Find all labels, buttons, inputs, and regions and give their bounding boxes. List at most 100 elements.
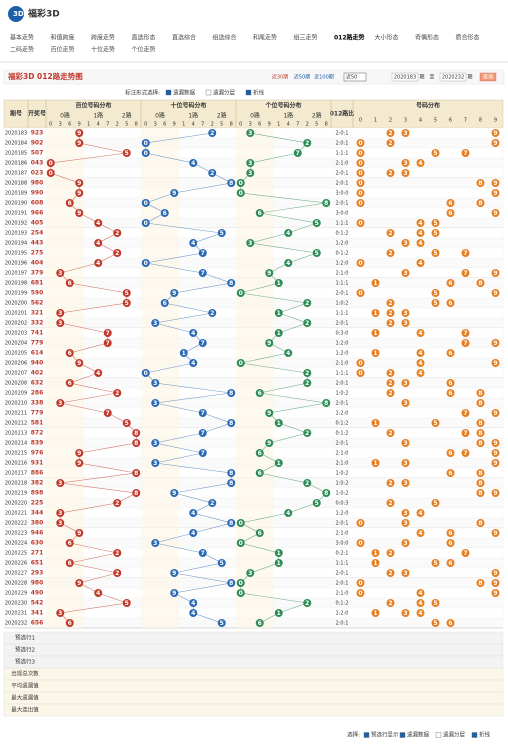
checkbox[interactable] <box>399 732 406 738</box>
ball <box>189 239 198 247</box>
digit-header: 1 <box>277 122 280 128</box>
nav-link[interactable]: 组选综合 <box>213 34 237 42</box>
number: 839 <box>31 440 44 447</box>
nav-link[interactable]: 和尾走势 <box>253 34 277 42</box>
route-cell <box>245 178 255 188</box>
query-label[interactable]: 查询 <box>483 74 493 81</box>
nav-link[interactable]: 个位走势 <box>132 46 156 54</box>
route-cell <box>160 238 170 248</box>
route-cell <box>55 278 65 288</box>
ball <box>132 439 141 447</box>
nav-link[interactable]: 十位走势 <box>91 46 115 54</box>
dist-ball <box>476 179 485 187</box>
ball <box>141 199 150 207</box>
ball <box>227 179 236 187</box>
ratio: 2:1:0 <box>336 461 349 467</box>
digit-header: 3 <box>154 122 157 128</box>
ball-digit: 2 <box>210 170 214 177</box>
dist-ball <box>431 559 440 567</box>
to-value[interactable]: 2020232 <box>442 75 464 81</box>
period: 2020219 <box>5 491 27 497</box>
dist-ball-digit: 7 <box>463 410 467 417</box>
checkbox[interactable] <box>165 89 172 96</box>
ball <box>208 129 217 137</box>
period: 2020198 <box>5 281 27 287</box>
dist-ball-digit: 8 <box>478 480 482 487</box>
stats-row <box>3 667 504 681</box>
route-cell <box>74 258 84 268</box>
route-cell <box>55 558 65 568</box>
route-cell <box>169 348 179 358</box>
option-label[interactable]: 遗漏数据 <box>173 89 196 97</box>
dist-ball-digit: 3 <box>403 320 407 327</box>
dist-ball-digit: 6 <box>448 380 452 387</box>
checkbox[interactable] <box>245 89 252 96</box>
route-cell <box>255 368 265 378</box>
ball-digit: 6 <box>68 200 72 207</box>
nav-link[interactable]: 质合形态 <box>456 34 480 42</box>
nav-link[interactable]: 百位走势 <box>51 46 75 54</box>
nav-link[interactable]: 大小形态 <box>375 34 399 42</box>
route-cell <box>74 378 84 388</box>
route-cell <box>74 518 84 528</box>
route-cell <box>65 588 75 598</box>
checkbox[interactable] <box>435 732 442 738</box>
ratio: 3:0:0 <box>336 211 349 217</box>
checkbox[interactable] <box>363 732 370 738</box>
nav-link[interactable]: 组三走势 <box>294 34 318 42</box>
route-cell <box>255 278 265 288</box>
option-label[interactable]: 折线 <box>253 89 265 97</box>
nav-link[interactable]: 奇偶形态 <box>415 34 439 42</box>
ball <box>132 429 141 437</box>
route-cell <box>65 148 75 158</box>
dist-ball-digit: 3 <box>403 570 407 577</box>
range-link[interactable]: 近50期 <box>294 74 310 81</box>
dist-ball-digit: 2 <box>388 380 392 387</box>
route-cell <box>245 488 255 498</box>
route-cell <box>264 358 274 368</box>
ball <box>236 359 245 367</box>
footer-option[interactable]: 预选行显示 <box>371 731 399 739</box>
checkbox[interactable] <box>471 732 478 738</box>
route-cell <box>264 158 274 168</box>
route-cell <box>150 168 160 178</box>
route-cell <box>245 148 255 158</box>
route-cell <box>46 378 56 388</box>
footer-option[interactable]: 遗漏数据 <box>407 731 430 739</box>
ball <box>322 399 331 407</box>
ball <box>322 489 331 497</box>
nav-link[interactable]: 直选形态 <box>132 34 156 42</box>
dist-ball <box>356 579 365 587</box>
period: 2020220 <box>5 501 27 507</box>
route-cell <box>74 158 84 168</box>
nav-link[interactable]: 012路走势 <box>334 34 365 42</box>
nav-link[interactable]: 直选综合 <box>172 34 196 42</box>
nav-link[interactable]: 和值跨度 <box>51 34 75 42</box>
nav-link[interactable]: 二码走势 <box>10 46 34 54</box>
range-select[interactable]: 近50 <box>346 74 357 81</box>
route-cell <box>264 298 274 308</box>
ratio: 0:1:2 <box>336 421 349 427</box>
ratio: 2:0:1 <box>336 381 349 387</box>
range-link[interactable]: 近30期 <box>272 74 288 81</box>
dist-ball <box>446 559 455 567</box>
ball <box>151 439 160 447</box>
nav-link[interactable]: 基本走势 <box>10 34 34 42</box>
route-cell <box>46 428 56 438</box>
route-cell <box>245 258 255 268</box>
checkbox[interactable] <box>205 89 212 96</box>
footer-option[interactable]: 遗漏分层 <box>443 731 466 739</box>
top-bar <box>0 0 508 28</box>
dist-ball <box>461 149 470 157</box>
period: 2020215 <box>5 451 27 457</box>
option-label[interactable]: 遗漏分层 <box>213 89 236 97</box>
from-value[interactable]: 2020183 <box>394 75 416 81</box>
route-cell <box>169 498 179 508</box>
footer-option[interactable]: 折线 <box>479 731 491 739</box>
nav-link[interactable]: 跨度走势 <box>91 34 115 42</box>
route-cell <box>160 308 170 318</box>
range-link[interactable]: 近100期 <box>314 74 334 81</box>
dist-ball-digit: 2 <box>388 550 392 557</box>
route-cell <box>141 618 151 628</box>
route-cell <box>236 318 246 328</box>
